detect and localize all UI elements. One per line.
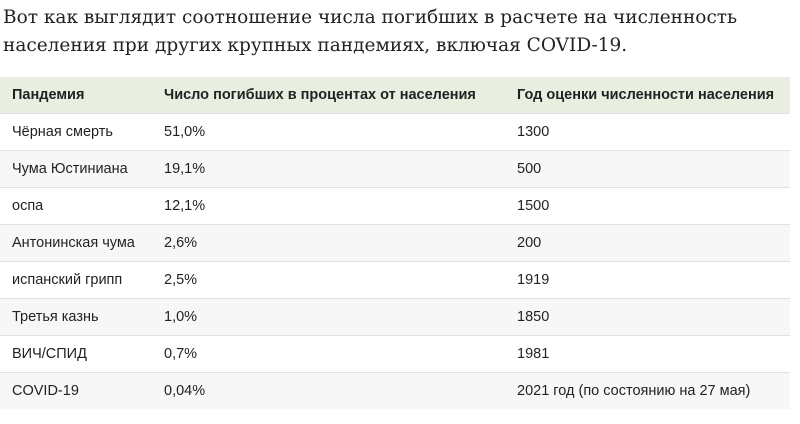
population-year: 1981 xyxy=(505,335,790,373)
header-pandemic: Пандемия xyxy=(0,77,152,114)
death-percent: 12,1% xyxy=(152,187,505,225)
population-year: 1500 xyxy=(505,187,790,225)
death-percent: 2,6% xyxy=(152,224,505,262)
table-row: Чёрная смерть 51,0% 1300 xyxy=(0,113,790,151)
intro-text: Вот как выглядит соотношение числа погиб… xyxy=(3,7,738,56)
population-year: 1300 xyxy=(505,113,790,151)
population-year: 500 xyxy=(505,150,790,188)
pandemic-name: Антонинская чума xyxy=(0,224,152,262)
pandemic-name: ВИЧ/СПИД xyxy=(0,335,152,373)
header-death-percent: Число погибших в процентах от населения xyxy=(152,77,505,114)
table-row: Третья казнь 1,0% 1850 xyxy=(0,298,790,336)
death-percent: 0,7% xyxy=(152,335,505,373)
table-row: ВИЧ/СПИД 0,7% 1981 xyxy=(0,335,790,373)
population-year: 1850 xyxy=(505,298,790,336)
pandemic-name: оспа xyxy=(0,187,152,225)
death-percent: 1,0% xyxy=(152,298,505,336)
table-row: COVID-19 0,04% 2021 год (по состоянию на 2… xyxy=(0,372,790,409)
pandemic-name: испанский грипп xyxy=(0,261,152,299)
pandemic-name: Чёрная смерть xyxy=(0,113,152,151)
pandemic-name: Чума Юстиниана xyxy=(0,150,152,188)
table-header: Пандемия Число погибших в процентах от н… xyxy=(0,77,790,114)
pandemic-name: Третья казнь xyxy=(0,298,152,336)
death-percent: 51,0% xyxy=(152,113,505,151)
death-percent: 0,04% xyxy=(152,372,505,409)
population-year: 2021 год (по состоянию на 27 мая) xyxy=(505,372,790,409)
population-year: 200 xyxy=(505,224,790,262)
pandemic-name: COVID-19 xyxy=(0,372,152,409)
death-percent: 19,1% xyxy=(152,150,505,188)
table-row: Антонинская чума 2,6% 200 xyxy=(0,224,790,262)
population-year: 1919 xyxy=(505,261,790,299)
table-row: испанский грипп 2,5% 1919 xyxy=(0,261,790,299)
table-row: оспа 12,1% 1500 xyxy=(0,187,790,225)
table-row: Чума Юстиниана 19,1% 500 xyxy=(0,150,790,188)
pandemic-table: Пандемия Число погибших в процентах от н… xyxy=(0,77,790,409)
header-population-year: Год оценки численности населения xyxy=(505,77,790,114)
death-percent: 2,5% xyxy=(152,261,505,299)
